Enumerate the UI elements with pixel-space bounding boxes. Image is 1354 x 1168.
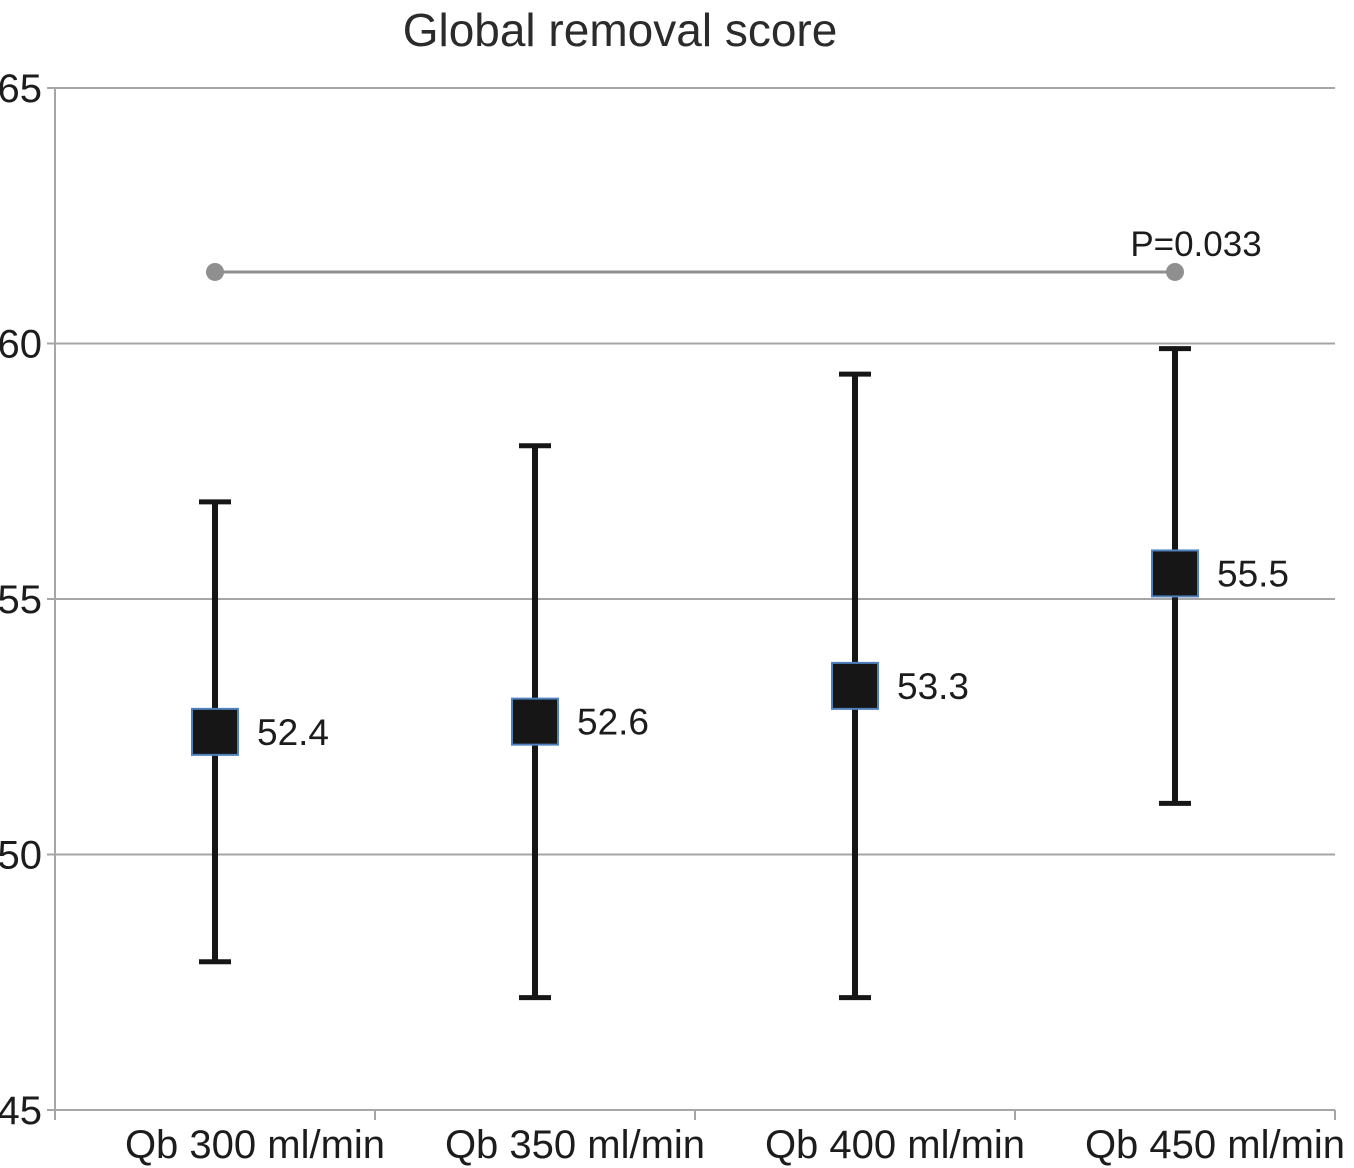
x-axis-category-label: Qb 400 ml/min: [765, 1123, 1025, 1167]
y-axis-tick-label: 55: [0, 578, 42, 622]
y-axis-tick-label: 65: [0, 67, 42, 111]
mean-marker: [191, 707, 239, 756]
value-label: 52.6: [577, 702, 649, 743]
significance-endpoint-dot-left: [206, 262, 224, 281]
chart-title: Global removal score: [403, 4, 838, 56]
y-axis-tick-label: 50: [0, 834, 42, 878]
mean-marker: [831, 661, 879, 710]
x-axis-category-label: Qb 300 ml/min: [125, 1123, 385, 1167]
y-axis-tick-label: 45: [0, 1089, 42, 1133]
significance-endpoint-dot-right: [1166, 262, 1184, 281]
mean-marker: [1151, 549, 1199, 598]
value-label: 53.3: [897, 666, 969, 707]
x-axis-category-label: Qb 450 ml/min: [1085, 1123, 1345, 1167]
mean-marker: [511, 697, 559, 746]
y-axis-tick-label: 60: [0, 323, 42, 367]
x-axis-category-label: Qb 350 ml/min: [445, 1123, 705, 1167]
value-label: 55.5: [1217, 553, 1289, 594]
value-label: 52.4: [257, 712, 329, 753]
significance-p-value-label: P=0.033: [1130, 225, 1261, 264]
